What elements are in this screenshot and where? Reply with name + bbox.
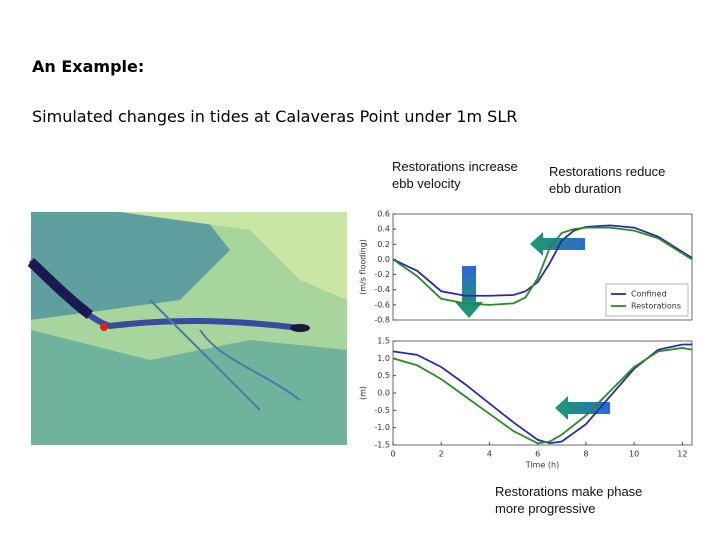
annotation: ebb velocity bbox=[392, 176, 461, 191]
plot-frame bbox=[392, 340, 693, 446]
x-axis-label: Time (h) bbox=[525, 461, 559, 470]
y-tick-label: 0.0 bbox=[377, 389, 390, 398]
line-series bbox=[392, 224, 693, 297]
y-tick-label: -1.5 bbox=[374, 441, 390, 450]
x-tick-label: 2 bbox=[439, 450, 444, 459]
x-tick-label: 6 bbox=[535, 450, 540, 459]
x-tick-label: 12 bbox=[677, 450, 687, 459]
legend-label: Confined bbox=[631, 290, 667, 299]
annotation: more progressive bbox=[495, 501, 595, 516]
y-tick-label: -0.8 bbox=[374, 316, 390, 325]
y-tick-label: 1.0 bbox=[377, 354, 390, 363]
y-tick-label: -0.5 bbox=[374, 406, 390, 415]
y-tick-label: -0.2 bbox=[374, 270, 390, 279]
x-tick-label: 0 bbox=[390, 450, 395, 459]
y-tick-label: 0.0 bbox=[377, 255, 390, 264]
y-tick-label: 1.5 bbox=[377, 337, 390, 346]
annotation: ebb duration bbox=[549, 181, 621, 196]
map bbox=[27, 212, 347, 445]
y-axis-label: (m/s flooding) bbox=[359, 239, 368, 295]
subtitle: Simulated changes in tides at Calaveras … bbox=[32, 107, 517, 126]
y-tick-label: 0.2 bbox=[377, 240, 390, 249]
y-tick-label: -0.6 bbox=[374, 300, 390, 309]
plot-frame bbox=[392, 213, 693, 321]
legend-box bbox=[605, 283, 689, 317]
heading: An Example: bbox=[32, 57, 144, 76]
y-axis-label: (m) bbox=[359, 386, 368, 400]
y-tick-label: 0.4 bbox=[377, 225, 390, 234]
line-series bbox=[392, 347, 693, 445]
y-tick-label: 0.6 bbox=[377, 210, 390, 219]
line-series bbox=[392, 226, 693, 306]
annotation: Restorations reduce bbox=[549, 164, 665, 179]
x-tick-label: 8 bbox=[583, 450, 588, 459]
y-tick-label: -1.0 bbox=[374, 423, 390, 432]
y-tick-label: 0.5 bbox=[377, 371, 390, 380]
x-tick-label: 4 bbox=[487, 450, 492, 459]
y-tick-label: -0.4 bbox=[374, 285, 390, 294]
annotation: Restorations increase bbox=[392, 159, 518, 174]
arrows bbox=[455, 232, 610, 420]
x-tick-label: 10 bbox=[629, 450, 639, 459]
legend-label: Restorations bbox=[631, 302, 681, 311]
annotation: Restorations make phase bbox=[495, 484, 642, 499]
